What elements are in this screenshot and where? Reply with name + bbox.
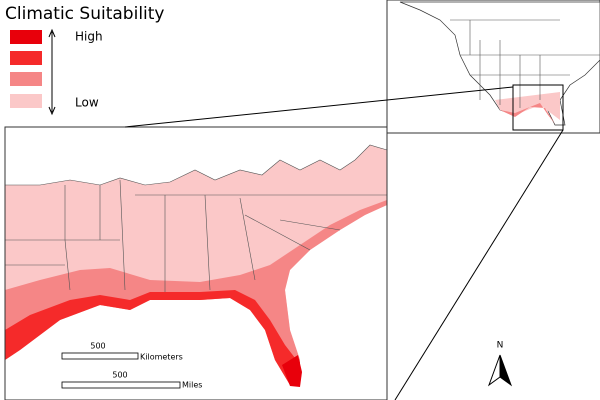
leader-line — [394, 129, 564, 400]
north-arrow-right — [499, 354, 513, 387]
north-label: N — [497, 341, 504, 351]
leader-line — [124, 86, 514, 128]
inset-map — [386, 0, 600, 134]
unsuitable-north — [4, 126, 388, 186]
legend-arrowheads — [48, 28, 56, 116]
scale-bars: 500 Kilometers 500 Miles — [61, 342, 202, 390]
north-arrow: N — [487, 341, 513, 387]
north-arrow-left — [487, 354, 501, 387]
scale-value: 500 — [112, 371, 127, 380]
legend-swatch — [10, 30, 42, 44]
legend-swatch — [10, 72, 42, 86]
legend-swatch — [10, 94, 42, 108]
legend: Climatic Suitability High Low — [0, 0, 165, 120]
scale-unit: Miles — [182, 381, 202, 390]
suitability-very-high — [282, 355, 302, 387]
state-borders — [5, 179, 387, 292]
scale-bar-km — [61, 352, 139, 360]
inset-coast — [500, 103, 555, 124]
legend-high: High — [75, 30, 103, 44]
legend-low: Low — [75, 96, 99, 110]
main-map-frame — [4, 126, 388, 400]
scale-bar-mi — [61, 381, 181, 389]
scale-value: 500 — [90, 342, 105, 351]
scale-unit: Kilometers — [140, 353, 183, 362]
legend-title: Climatic Suitability — [5, 4, 165, 24]
legend-swatch — [10, 51, 42, 65]
inset-borders — [450, 19, 600, 108]
suitability-low — [5, 127, 387, 385]
inset-extent-box — [512, 84, 564, 131]
